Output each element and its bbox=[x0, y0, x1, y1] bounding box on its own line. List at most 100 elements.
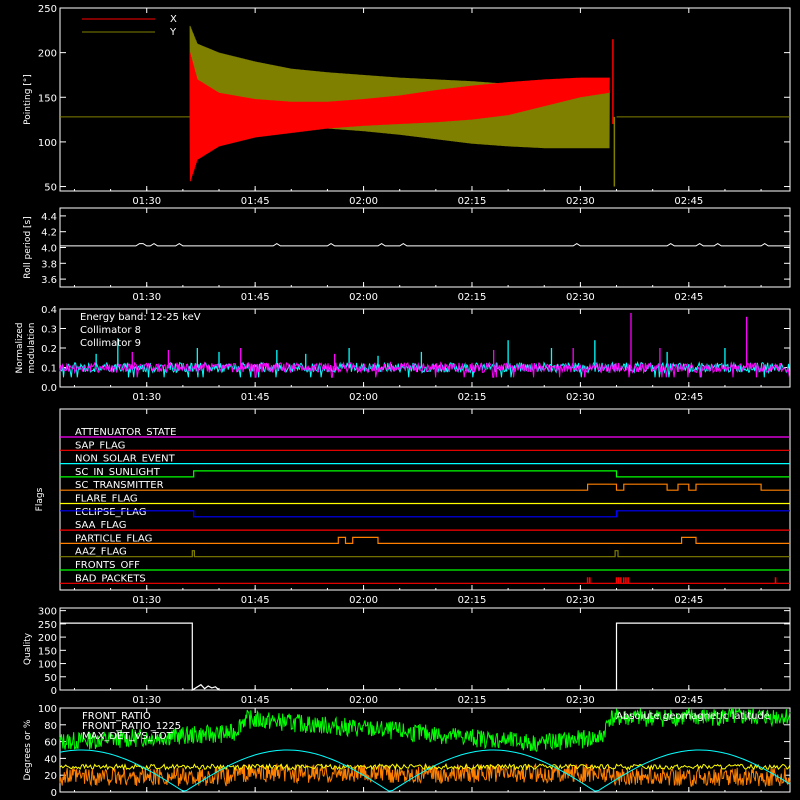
series-front-ratio-1225 bbox=[59, 707, 791, 753]
series-geomagnetic-latitude bbox=[59, 749, 791, 792]
flag-label-sc-in-sunlight: SC_IN_SUNLIGHT bbox=[75, 467, 161, 478]
flag-line-sc-transmitter bbox=[60, 483, 790, 491]
y-tick-label: 100 bbox=[38, 138, 57, 149]
x-tick-label: 02:30 bbox=[566, 196, 595, 207]
x-tick-label: 02:00 bbox=[349, 595, 378, 606]
y-tick-label: 200 bbox=[38, 49, 57, 60]
x-tick-label: 02:30 bbox=[566, 392, 595, 403]
flag-line-particle-flag bbox=[60, 536, 790, 545]
y-tick-label: 0 bbox=[51, 686, 57, 697]
x-tick-label: 02:30 bbox=[566, 595, 595, 606]
flag-label-sc-transmitter: SC_TRANSMITTER bbox=[75, 480, 164, 491]
y-tick-label: 3.6 bbox=[41, 275, 57, 286]
panel-frame-5 bbox=[59, 707, 791, 793]
x-tick-label: 02:00 bbox=[349, 292, 378, 303]
legend-label-front-ratio-1225: FRONT_RATIO_1225 bbox=[82, 721, 181, 732]
y-tick-label: 3.8 bbox=[41, 259, 57, 270]
y-axis-label: Normalized bbox=[15, 322, 25, 373]
flag-line-aaz-flag bbox=[60, 550, 790, 558]
x-tick-label: 01:30 bbox=[132, 595, 161, 606]
y-tick-label: 250 bbox=[38, 4, 57, 15]
panel-frame-4 bbox=[59, 607, 791, 691]
x-tick-label: 01:30 bbox=[132, 392, 161, 403]
panel-frame-3 bbox=[59, 408, 791, 591]
y-axis-label: Flags bbox=[35, 487, 45, 511]
x-tick-label: 02:15 bbox=[458, 392, 487, 403]
y-tick-label: 0.1 bbox=[41, 364, 57, 375]
series-x bbox=[189, 52, 610, 182]
x-tick-label: 02:45 bbox=[674, 292, 703, 303]
y-tick-label: 0.4 bbox=[41, 305, 57, 316]
flag-line-eclipse-flag bbox=[60, 510, 790, 518]
x-tick-label: 02:15 bbox=[458, 196, 487, 207]
y-tick-label: 80 bbox=[44, 721, 57, 732]
x-tick-label: 02:45 bbox=[674, 695, 703, 706]
x-tick-label: 01:30 bbox=[132, 196, 161, 207]
x-tick-label: 02:00 bbox=[349, 695, 378, 706]
flag-label-flare-flag: FLARE_FLAG bbox=[75, 494, 138, 505]
series-roll bbox=[60, 243, 790, 247]
legend-label-y: Y bbox=[169, 27, 177, 38]
y-tick-label: 150 bbox=[38, 93, 57, 104]
series-max-det-vs-tot bbox=[59, 762, 791, 788]
y-tick-label: 250 bbox=[38, 620, 57, 631]
y-tick-label: 50 bbox=[44, 673, 57, 684]
flag-label-saa-flag: SAA_FLAG bbox=[75, 520, 126, 531]
y-tick-label: 300 bbox=[38, 607, 57, 618]
x-tick-label: 02:45 bbox=[674, 196, 703, 207]
x-tick-label: 01:45 bbox=[241, 392, 270, 403]
y-tick-label: 150 bbox=[38, 646, 57, 657]
x-tick-label: 02:30 bbox=[566, 695, 595, 706]
x-tick-label: 02:45 bbox=[674, 595, 703, 606]
y-tick-label: 50 bbox=[44, 183, 57, 194]
y-axis-label-2: modulation bbox=[27, 323, 37, 374]
series-quality bbox=[60, 622, 790, 692]
x-tick-label: 02:00 bbox=[349, 196, 378, 207]
y-tick-label: 20 bbox=[44, 771, 57, 782]
series-front-ratio bbox=[59, 762, 791, 771]
flag-label-sap-flag: SAP_FLAG bbox=[75, 440, 125, 451]
x-tick-label: 01:45 bbox=[241, 595, 270, 606]
y-tick-label: 4.2 bbox=[41, 228, 57, 239]
x-tick-label: 01:30 bbox=[132, 695, 161, 706]
y-tick-label: 200 bbox=[38, 633, 57, 644]
flag-label-aaz-flag: AAZ_FLAG bbox=[75, 547, 127, 558]
y-axis-label: Quality bbox=[23, 632, 33, 665]
x-tick-label: 02:00 bbox=[349, 392, 378, 403]
x-tick-label: 01:45 bbox=[241, 196, 270, 207]
y-tick-label: 0.3 bbox=[41, 325, 57, 336]
legend-label-energy: Energy band: 12-25 keV bbox=[80, 312, 201, 323]
y-tick-label: 60 bbox=[44, 738, 57, 749]
y-axis-label: Degrees or % bbox=[23, 719, 33, 780]
y-axis-label: Roll period [s] bbox=[23, 216, 33, 278]
y-tick-label: 100 bbox=[38, 704, 57, 715]
y-tick-label: 40 bbox=[44, 754, 57, 765]
x-tick-label: 01:45 bbox=[241, 695, 270, 706]
legend-label-collimator-9: Collimator 9 bbox=[80, 338, 141, 349]
flag-label-non-solar-event: NON_SOLAR_EVENT bbox=[75, 454, 176, 465]
x-tick-label: 02:45 bbox=[674, 392, 703, 403]
flag-label-fronts-off: FRONTS_OFF bbox=[75, 560, 140, 571]
y-tick-label: 4.4 bbox=[41, 212, 57, 223]
x-tick-label: 02:15 bbox=[458, 292, 487, 303]
y-tick-label: 100 bbox=[38, 660, 57, 671]
legend-label-x: X bbox=[170, 14, 177, 25]
x-tick-label: 02:15 bbox=[458, 695, 487, 706]
flag-line-sc-in-sunlight bbox=[60, 470, 790, 478]
legend-label-front-ratio: FRONT_RATIO bbox=[82, 711, 151, 722]
x-tick-label: 01:30 bbox=[132, 292, 161, 303]
y-tick-label: 4.0 bbox=[41, 244, 57, 255]
flag-label-attenuator-state: ATTENUATOR_STATE bbox=[75, 427, 176, 438]
legend-label-geomagnetic-latitude: Absolute geomagnetic latitude bbox=[616, 711, 770, 722]
y-tick-label: 0.0 bbox=[41, 383, 57, 394]
x-tick-label: 02:15 bbox=[458, 595, 487, 606]
panel-frame-1 bbox=[59, 207, 791, 288]
y-tick-label: 0 bbox=[51, 788, 57, 799]
series-collimator-9 bbox=[59, 361, 790, 378]
x-tick-label: 01:45 bbox=[241, 292, 270, 303]
y-tick-label: 0.2 bbox=[41, 344, 57, 355]
flag-label-bad-packets: BAD_PACKETS bbox=[75, 573, 146, 584]
panel-frame-0 bbox=[59, 7, 791, 192]
legend-label-max-det-vs-tot: MAX_DET_VS_TOT bbox=[82, 731, 174, 742]
